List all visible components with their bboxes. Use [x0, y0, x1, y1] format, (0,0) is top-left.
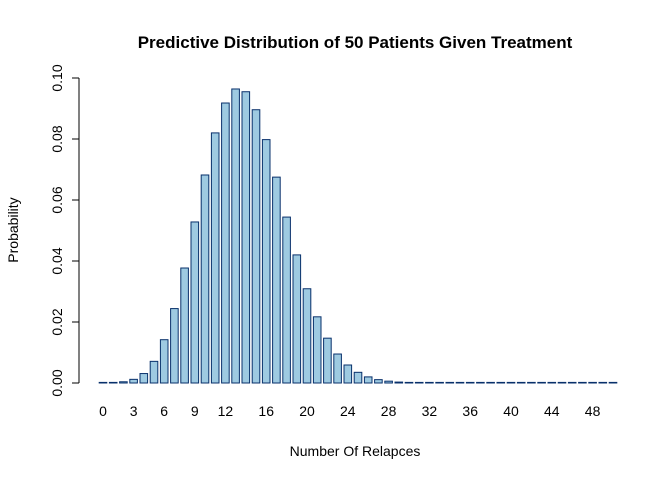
bar-21 — [312, 316, 322, 384]
x-tick-label: 6 — [160, 403, 168, 419]
bar-22 — [323, 337, 332, 384]
y-tick-label: 0.06 — [49, 186, 65, 213]
x-tick-label: 44 — [544, 403, 560, 419]
bars — [98, 88, 618, 384]
bar-8 — [180, 267, 189, 384]
y-tick-label: 0.02 — [49, 308, 65, 335]
bar-29 — [394, 381, 404, 384]
bar-15 — [251, 109, 261, 384]
bar-46 — [567, 381, 577, 384]
bar-32 — [425, 381, 434, 384]
bar-9 — [190, 221, 200, 384]
bar-30 — [404, 381, 414, 384]
x-tick-label: 48 — [585, 403, 601, 419]
bar-12 — [221, 102, 230, 384]
bar-10 — [200, 174, 210, 384]
bar-43 — [537, 381, 546, 384]
bar-11 — [210, 132, 220, 384]
x-tick-label: 0 — [99, 403, 107, 419]
bar-16 — [261, 139, 271, 384]
x-tick-label: 28 — [381, 403, 397, 419]
bar-36 — [465, 381, 475, 384]
bar-18 — [282, 216, 291, 384]
x-tick-label: 24 — [340, 403, 356, 419]
bar-6 — [159, 339, 169, 384]
y-tick-label: 0.00 — [49, 369, 65, 396]
bar-42 — [527, 381, 536, 384]
x-tick-label: 36 — [462, 403, 478, 419]
bar-35 — [455, 381, 465, 384]
chart-title: Predictive Distribution of 50 Patients G… — [138, 33, 573, 52]
bar-3 — [129, 378, 138, 384]
x-tick-label: 40 — [503, 403, 519, 419]
bar-40 — [506, 381, 516, 384]
bar-33 — [435, 381, 444, 384]
bar-26 — [363, 376, 373, 384]
bar-27 — [374, 379, 383, 384]
bar-13 — [231, 88, 240, 384]
bar-0 — [98, 381, 108, 384]
bar-34 — [445, 381, 455, 384]
x-ticks: 0 3 6 9 12 16 20 24 28 32 36 40 44 48 — [99, 403, 600, 419]
y-tick-label: 0.08 — [49, 125, 65, 152]
x-tick-label: 16 — [258, 403, 274, 419]
bar-19 — [292, 254, 302, 384]
x-axis-label: Number Of Relapces — [290, 443, 421, 459]
bar-47 — [578, 381, 587, 384]
x-tick-label: 12 — [218, 403, 234, 419]
bar-37 — [476, 381, 485, 384]
bar-24 — [343, 364, 353, 384]
bar-50 — [608, 381, 618, 384]
bar-45 — [557, 381, 567, 384]
bar-4 — [139, 373, 149, 384]
y-axis-label: Probability — [5, 197, 21, 262]
bar-41 — [516, 381, 526, 384]
bar-39 — [496, 381, 506, 384]
bar-44 — [547, 381, 557, 384]
x-tick-label: 3 — [130, 403, 138, 419]
y-tick-label: 0.10 — [49, 64, 65, 91]
bar-49 — [598, 381, 608, 384]
x-tick-label: 32 — [422, 403, 438, 419]
bar-14 — [241, 91, 251, 384]
bar-48 — [588, 381, 597, 384]
bar-23 — [333, 353, 342, 384]
bar-2 — [119, 381, 128, 384]
y-ticks: 0.00 0.02 0.04 0.06 0.08 0.10 — [49, 64, 79, 397]
bar-31 — [414, 381, 424, 384]
bar-7 — [170, 308, 179, 384]
bar-1 — [108, 381, 118, 384]
bar-5 — [149, 360, 159, 384]
x-tick-label: 20 — [299, 403, 315, 419]
bar-17 — [272, 176, 281, 384]
bar-28 — [384, 380, 393, 384]
bar-38 — [486, 381, 495, 384]
bar-25 — [353, 371, 363, 384]
x-tick-label: 9 — [191, 403, 199, 419]
y-tick-label: 0.04 — [49, 247, 65, 274]
bar-20 — [302, 288, 312, 384]
